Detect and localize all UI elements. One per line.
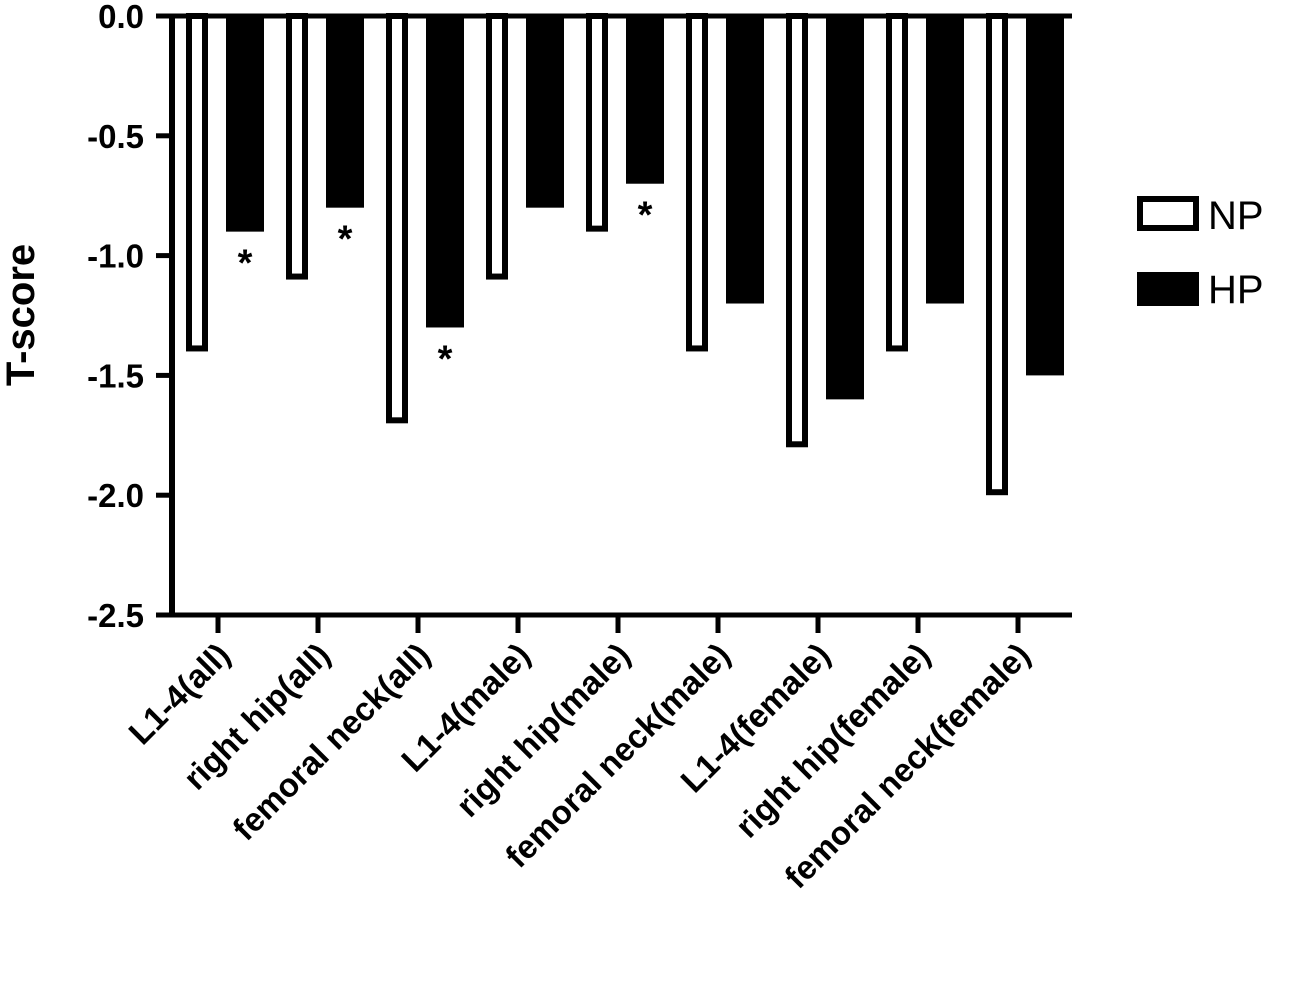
bar-hp [526,16,564,208]
bar-hp [726,16,764,304]
legend: NP HP [1137,194,1264,312]
bar-np [686,13,708,352]
bar-hp [226,16,264,232]
legend-label-hp: HP [1208,268,1264,312]
bar-hp [326,16,364,208]
x-tick-label: right hip(male) [449,636,637,824]
bar-hp [926,16,964,304]
significance-marker: * [338,219,353,261]
bar-np [486,13,508,280]
y-tick-label: 0.0 [98,0,144,35]
significance-marker: * [438,338,453,380]
bar-np [586,13,608,232]
bar-hp [1026,16,1064,376]
bar-hp [626,16,664,184]
legend-label-np: NP [1208,194,1264,238]
bar-hp [426,16,464,328]
bar-np [786,13,808,448]
plot-area: 0.0-0.5-1.0-1.5-2.0-2.5*L1-4(all)*right … [87,0,1072,895]
significance-marker: * [238,243,253,285]
bar-hp [826,16,864,400]
y-tick-label: -0.5 [87,118,144,155]
bar-np [986,13,1008,496]
significance-marker: * [638,195,653,237]
y-tick-label: -2.5 [87,597,144,634]
y-tick-label: -1.0 [87,238,144,275]
legend-swatch-np [1137,196,1199,231]
y-axis-label: T-score [0,244,43,386]
legend-swatch-hp [1137,272,1199,306]
bar-np [386,13,408,424]
bar-np [286,13,308,280]
bar-np [186,13,208,352]
bar-np [886,13,908,352]
y-tick-label: -2.0 [87,477,144,514]
y-tick-label: -1.5 [87,357,144,394]
